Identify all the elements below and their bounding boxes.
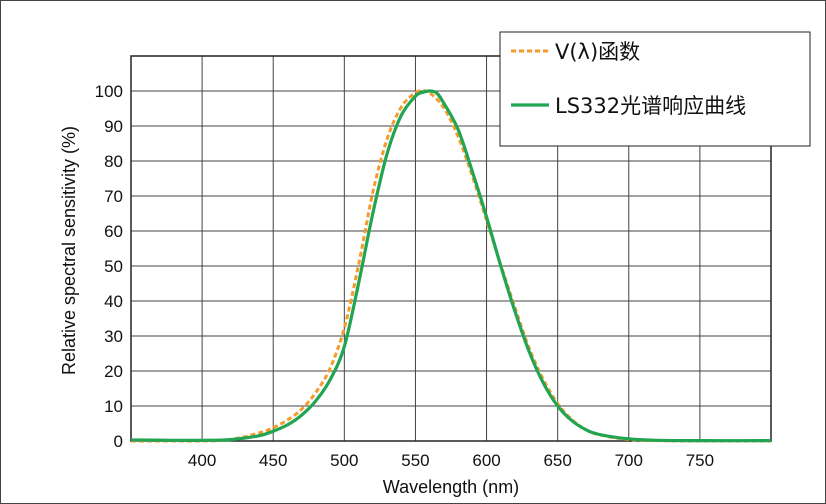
- x-tick-label: 600: [472, 451, 500, 470]
- x-tick-label: 700: [615, 451, 643, 470]
- y-tick-label: 80: [104, 152, 123, 171]
- y-tick-label: 0: [114, 432, 123, 451]
- y-tick-label: 90: [104, 117, 123, 136]
- x-axis-ticks: 400 450 500 550 600 650 700 750: [188, 451, 714, 470]
- y-tick-label: 100: [95, 82, 123, 101]
- y-tick-label: 10: [104, 397, 123, 416]
- x-tick-label: 750: [686, 451, 714, 470]
- plot-area: [130, 55, 772, 442]
- y-tick-label: 60: [104, 222, 123, 241]
- y-tick-label: 50: [104, 257, 123, 276]
- series: [130, 89, 772, 443]
- series-line-ls332: [130, 89, 772, 443]
- x-tick-label: 550: [401, 451, 429, 470]
- legend-label-ls332: LS332光谱响应曲线: [555, 94, 746, 118]
- x-tick-label: 500: [330, 451, 358, 470]
- x-axis-label: Wavelength (nm): [383, 477, 519, 497]
- y-tick-label: 40: [104, 292, 123, 311]
- y-tick-label: 70: [104, 187, 123, 206]
- legend: V(λ)函数 LS332光谱响应曲线: [499, 31, 811, 147]
- x-tick-label: 450: [259, 451, 287, 470]
- y-axis-label: Relative spectral sensitivity (%): [59, 126, 79, 375]
- legend-box: [499, 31, 811, 147]
- y-axis-ticks: 0 10 20 30 40 50 60 70 80 90 100: [95, 82, 123, 451]
- x-tick-label: 400: [188, 451, 216, 470]
- legend-label-v-lambda: V(λ)函数: [555, 40, 640, 64]
- x-tick-label: 650: [543, 451, 571, 470]
- y-tick-label: 20: [104, 362, 123, 381]
- y-tick-label: 30: [104, 327, 123, 346]
